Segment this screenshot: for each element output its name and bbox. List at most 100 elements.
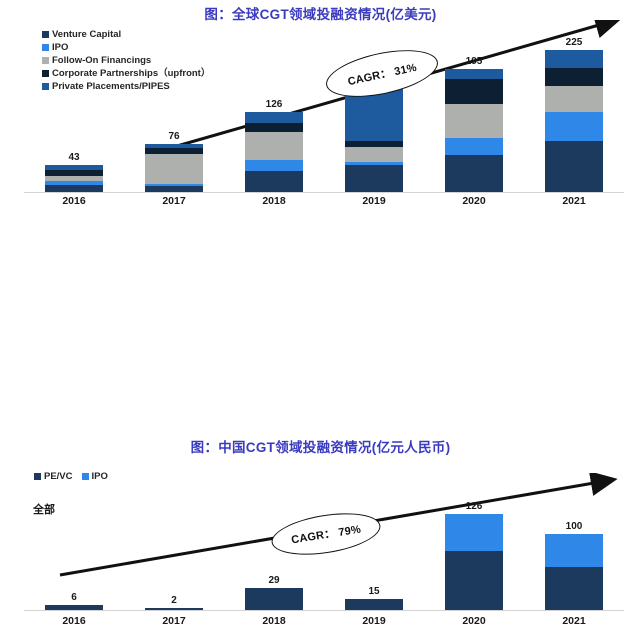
china-bar-group-2020[interactable]: 126 xyxy=(424,473,524,610)
global-legend-swatch-ipo xyxy=(42,44,49,51)
china-chart-x-axis-labels: 2016 2017 2018 2019 2020 2021 xyxy=(24,615,624,627)
china-stacked-bar-2018[interactable] xyxy=(245,587,303,610)
global-bar-segment-2017-follow-on-financings xyxy=(145,154,203,185)
global-chart-legend: Venture Capital IPO Follow-On Financings Co… xyxy=(42,28,210,93)
global-bar-segment-2018-follow-on-financings xyxy=(245,131,303,160)
china-bar-segment-2016-pe-vc xyxy=(45,605,103,610)
global-bar-group-2016[interactable]: 43 xyxy=(24,20,124,192)
global-bar-segment-2020-ipo xyxy=(445,137,503,156)
global-bar-segment-2016-private-placements-pipes xyxy=(45,164,103,170)
china-chart-axis-line xyxy=(24,610,624,611)
global-bar-value-2020: 195 xyxy=(465,55,483,67)
china-bar-segment-2019-pe-vc xyxy=(345,598,403,610)
global-bar-segment-2020-venture-capital xyxy=(445,155,503,192)
global-x-label-2021: 2021 xyxy=(562,195,586,207)
global-legend-label-venture-capital: Venture Capital xyxy=(52,29,122,40)
global-bar-segment-2018-venture-capital xyxy=(245,171,303,192)
china-bar-value-2018: 29 xyxy=(268,574,280,586)
global-legend-item-ipo[interactable]: IPO xyxy=(42,41,210,54)
global-bar-segment-2021-venture-capital xyxy=(545,140,603,192)
global-x-label-2018: 2018 xyxy=(262,195,286,207)
china-stacked-bar-2020[interactable] xyxy=(445,514,503,610)
global-legend-label-ipo: IPO xyxy=(52,42,69,53)
global-x-label-2016: 2016 xyxy=(62,195,86,207)
global-legend-label-follow-on-financings: Follow-On Financings xyxy=(52,55,152,66)
global-bar-segment-2016-corporate-partnerships-upfront xyxy=(45,169,103,177)
global-legend-item-follow-on-financings[interactable]: Follow-On Financings xyxy=(42,54,210,67)
china-bar-value-2020: 126 xyxy=(465,501,483,513)
global-bar-segment-2020-corporate-partnerships-upfront xyxy=(445,78,503,105)
global-bar-segment-2021-private-placements-pipes xyxy=(545,49,603,68)
global-bar-segment-2019-corporate-partnerships-upfront xyxy=(345,140,403,148)
china-x-label-2018: 2018 xyxy=(262,615,286,627)
china-stacked-bar-2016[interactable] xyxy=(45,605,103,610)
china-bar-group-2021[interactable]: 100 xyxy=(524,473,624,610)
china-x-label-2020: 2020 xyxy=(462,615,486,627)
china-bar-group-2017[interactable]: 2 xyxy=(124,473,224,610)
china-x-label-2019: 2019 xyxy=(362,615,386,627)
global-legend-swatch-venture-capital xyxy=(42,31,49,38)
china-bar-value-2017: 2 xyxy=(171,595,177,607)
global-stacked-bar-2017[interactable] xyxy=(145,143,203,192)
global-x-label-2020: 2020 xyxy=(462,195,486,207)
global-bar-segment-2020-private-placements-pipes xyxy=(445,68,503,79)
global-chart-axis-line xyxy=(24,192,624,193)
global-bar-segment-2019-venture-capital xyxy=(345,165,403,192)
global-bar-segment-2017-venture-capital xyxy=(145,186,203,192)
global-bar-group-2020[interactable]: 195 xyxy=(424,20,524,192)
global-bar-segment-2018-ipo xyxy=(245,159,303,172)
global-bar-value-2016: 43 xyxy=(68,151,80,163)
global-bar-group-2019[interactable] xyxy=(324,20,424,192)
global-bar-segment-2019-ipo xyxy=(345,162,403,166)
china-stacked-bar-2017[interactable] xyxy=(145,608,203,610)
global-bar-segment-2017-private-placements-pipes xyxy=(145,143,203,148)
global-bar-segment-2019-follow-on-financings xyxy=(345,147,403,163)
global-stacked-bar-2018[interactable] xyxy=(245,112,303,192)
global-legend-swatch-private-placements xyxy=(42,83,49,90)
global-bar-value-2018: 126 xyxy=(265,99,283,111)
global-bar-segment-2021-corporate-partnerships-upfront xyxy=(545,67,603,87)
global-bar-segment-2018-private-placements-pipes xyxy=(245,112,303,124)
china-bar-value-2019: 15 xyxy=(368,585,380,597)
china-cagr-label: CAGR： 79% xyxy=(290,523,362,547)
china-chart-title: 图：中国CGT领域投融资情况(亿元人民币) xyxy=(190,440,451,455)
global-bar-segment-2017-corporate-partnerships-upfront xyxy=(145,147,203,155)
china-stacked-bar-2021[interactable] xyxy=(545,534,603,610)
global-chart-title: 图：全球CGT领域投融资情况(亿美元) xyxy=(204,7,437,22)
global-x-label-2019: 2019 xyxy=(362,195,386,207)
global-bar-segment-2018-corporate-partnerships-upfront xyxy=(245,123,303,132)
global-bar-value-2017: 76 xyxy=(168,130,180,142)
global-bar-segment-2017-ipo xyxy=(145,184,203,187)
global-bar-group-2017[interactable]: 76 xyxy=(124,20,224,192)
china-bar-segment-2021-pe-vc xyxy=(545,566,603,610)
china-x-label-2017: 2017 xyxy=(162,615,186,627)
global-legend-label-corporate-partnerships: Corporate Partnerships（upfront） xyxy=(52,68,211,79)
global-bar-group-2018[interactable]: 126 xyxy=(224,20,324,192)
china-bar-group-2016[interactable]: 6 xyxy=(24,473,124,610)
global-stacked-bar-2016[interactable] xyxy=(45,164,103,192)
china-stacked-bar-2019[interactable] xyxy=(345,598,403,610)
global-x-label-2017: 2017 xyxy=(162,195,186,207)
global-legend-label-private-placements: Private Placements/PIPES xyxy=(52,81,170,92)
china-bar-segment-2021-ipo xyxy=(545,534,603,567)
global-bar-segment-2021-follow-on-financings xyxy=(545,86,603,113)
global-bar-group-2021[interactable]: 225 xyxy=(524,20,624,192)
china-x-label-2016: 2016 xyxy=(62,615,86,627)
china-financing-chart-panel: 图：中国CGT领域投融资情况(亿元人民币) PE/VC IPO 全部 6 2 29 15… xyxy=(0,215,641,627)
global-stacked-bar-2021[interactable] xyxy=(545,49,603,192)
global-legend-swatch-follow-on-financings xyxy=(42,57,49,64)
global-bar-segment-2016-follow-on-financings xyxy=(45,176,103,182)
global-legend-item-corporate-partnerships[interactable]: Corporate Partnerships（upfront） xyxy=(42,67,210,80)
china-bar-segment-2020-ipo xyxy=(445,514,503,551)
china-bar-value-2016: 6 xyxy=(71,592,77,604)
global-cagr-label: CAGR： 31% xyxy=(346,61,418,88)
global-legend-item-venture-capital[interactable]: Venture Capital xyxy=(42,28,210,41)
global-chart-x-axis-labels: 2016 2017 2018 2019 2020 2021 xyxy=(24,195,624,207)
global-chart-plot-area: 43 76 126 195 225 xyxy=(24,20,624,193)
global-bar-value-2021: 225 xyxy=(565,36,583,48)
global-bar-segment-2020-follow-on-financings xyxy=(445,104,503,138)
global-stacked-bar-2020[interactable] xyxy=(445,68,503,192)
global-legend-item-private-placements[interactable]: Private Placements/PIPES xyxy=(42,80,210,93)
global-financing-chart-panel: 图：全球CGT领域投融资情况(亿美元) Venture Capital IPO Fo… xyxy=(0,0,641,215)
china-bar-segment-2017-pe-vc xyxy=(145,608,203,610)
